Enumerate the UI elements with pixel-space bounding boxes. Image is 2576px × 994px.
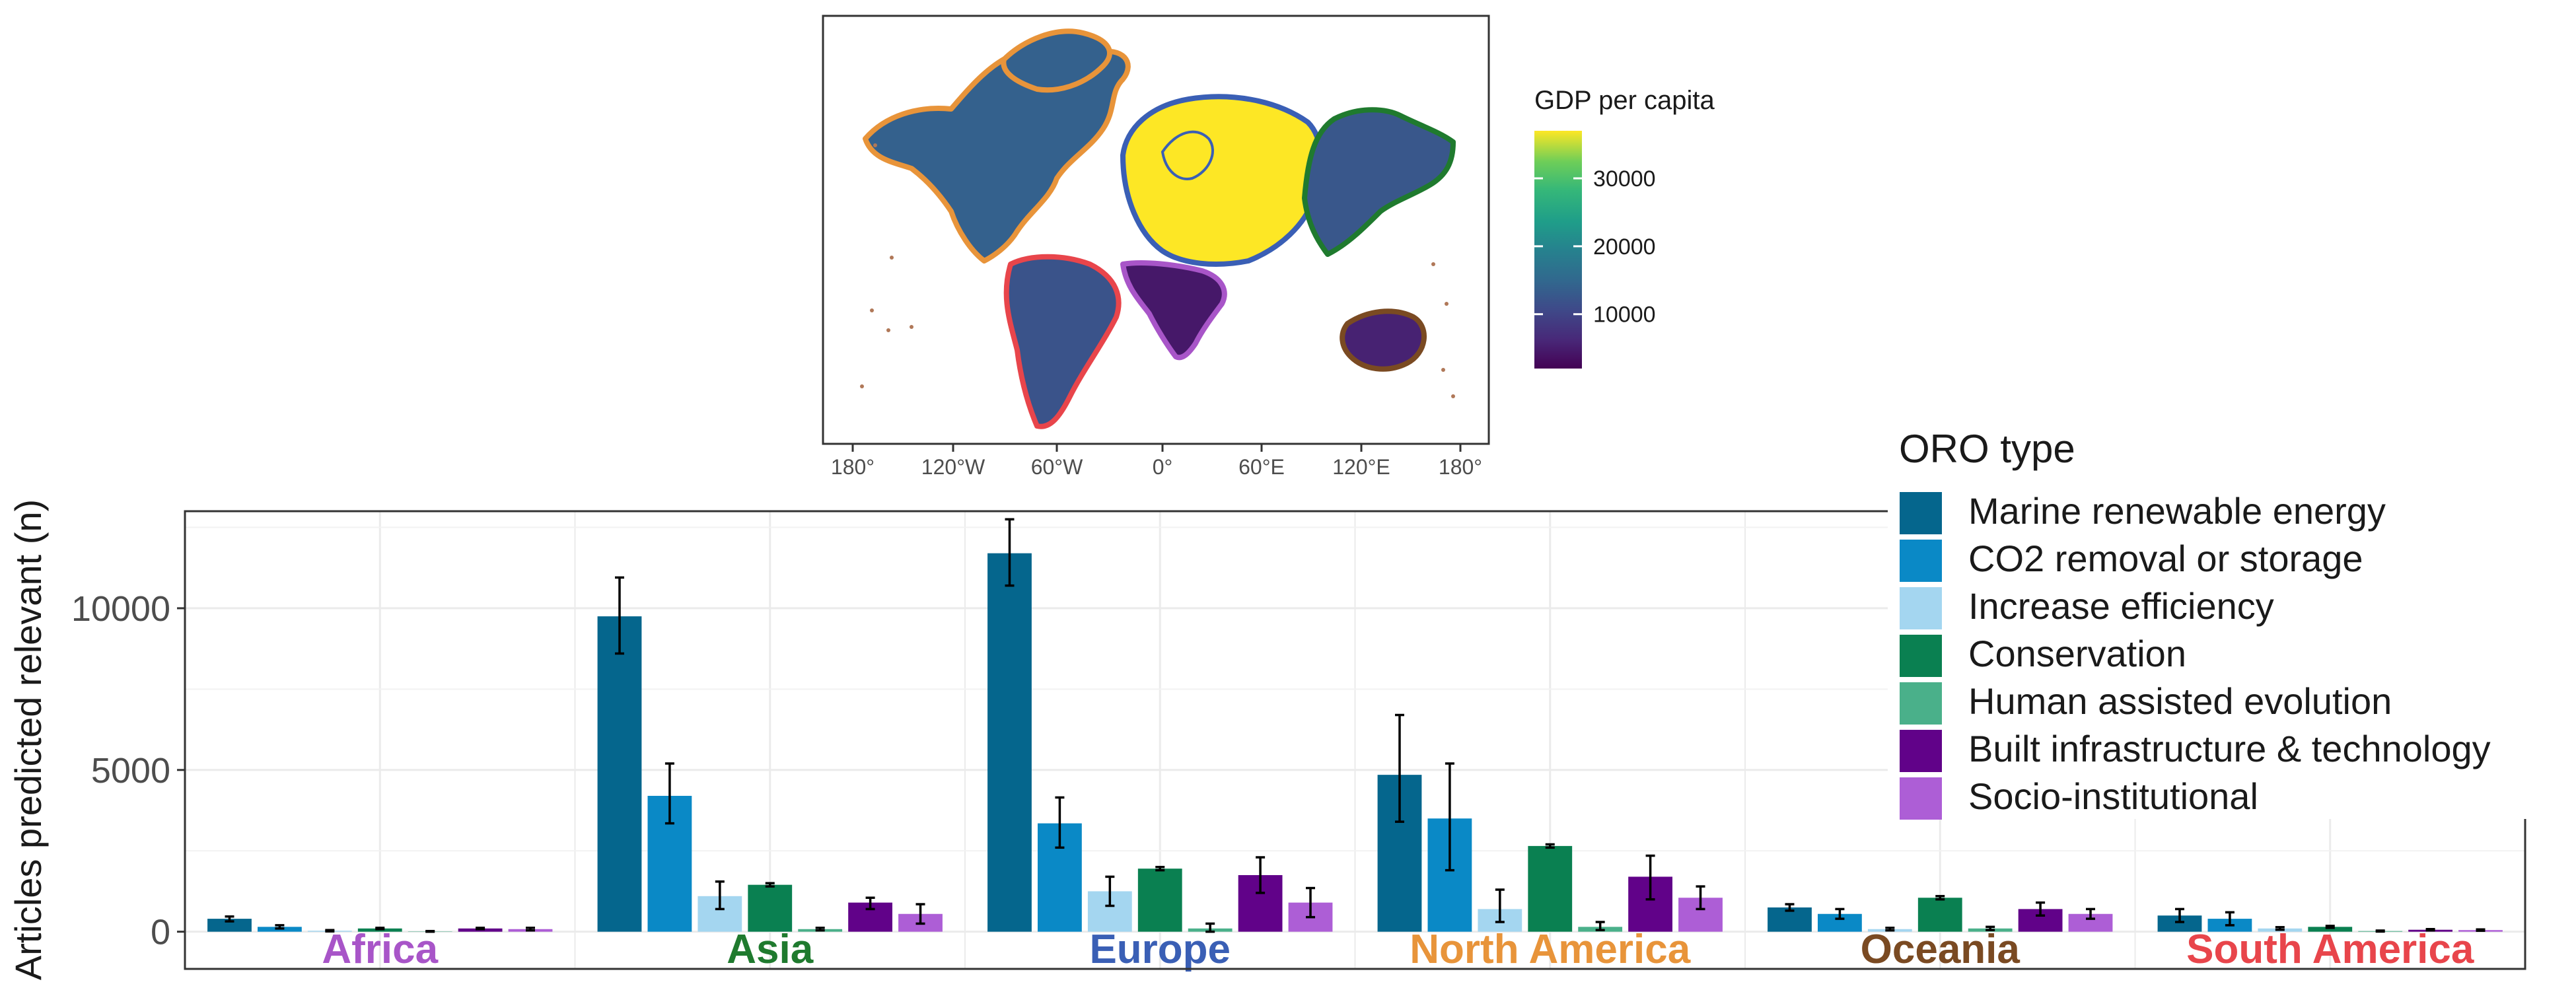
colorbar-tick-label: 30000 xyxy=(1593,166,1656,192)
legend-label: Socio-institutional xyxy=(1968,775,2258,817)
colorbar-tick-label: 10000 xyxy=(1593,302,1656,328)
legend-label: Built infrastructure & technology xyxy=(1968,728,2491,769)
legend-label: Human assisted evolution xyxy=(1968,680,2392,722)
y-axis-label: Articles predicted relevant (n) xyxy=(7,499,49,980)
legend-swatch xyxy=(1900,730,1942,772)
category-label: Asia xyxy=(727,927,813,972)
map-x-axis: 180° 120°W 60°W 0° 60°E 120°E 180° xyxy=(831,444,1482,479)
legend-swatch xyxy=(1900,682,1942,725)
oro-type-legend: ORO type Marine renewable energy CO2 remo… xyxy=(1888,423,2535,820)
map-x-tick-label: 180° xyxy=(1439,455,1482,479)
map-x-tick-label: 120°E xyxy=(1332,455,1390,479)
map-x-tick-label: 60°W xyxy=(1031,455,1083,479)
map-x-tick-label: 0° xyxy=(1153,455,1173,479)
legend-swatch xyxy=(1900,492,1942,534)
map-x-tick-label: 60°E xyxy=(1238,455,1285,479)
legend-label: CO2 removal or storage xyxy=(1968,538,2363,579)
bar xyxy=(1528,846,1572,932)
gdp-legend-title: GDP per capita xyxy=(1534,86,1715,115)
category-label: Africa xyxy=(322,927,438,972)
world-map: 180° 120°W 60°W 0° 60°E 120°E 180° GDP p… xyxy=(823,16,1715,479)
bar-chart: Africa Asia Europe North America Oceania Sout… xyxy=(7,423,2535,980)
bar xyxy=(598,616,642,932)
bar xyxy=(1138,869,1182,932)
legend-label: Marine renewable energy xyxy=(1968,490,2386,532)
category-label: North America xyxy=(1410,927,1690,972)
category-label: South America xyxy=(2186,927,2474,972)
gdp-legend: GDP per capita 30000 20000 10000 xyxy=(1534,86,1715,369)
y-tick-label: 5000 xyxy=(91,751,170,791)
gdp-colorbar xyxy=(1534,131,1582,369)
legend-swatch xyxy=(1900,587,1942,629)
y-tick-label: 10000 xyxy=(71,589,170,629)
legend-swatch xyxy=(1900,635,1942,677)
legend-swatch xyxy=(1900,777,1942,820)
legend-label: Increase efficiency xyxy=(1968,585,2274,627)
category-label: Oceania xyxy=(1861,927,2021,972)
bar xyxy=(748,885,792,932)
legend-title: ORO type xyxy=(1899,427,2075,471)
map-x-tick-label: 120°W xyxy=(921,455,985,479)
colorbar-tick-label: 20000 xyxy=(1593,234,1656,260)
y-tick-label: 0 xyxy=(151,913,170,952)
category-label: Europe xyxy=(1089,927,1231,972)
legend-swatch xyxy=(1900,540,1942,582)
legend-label: Conservation xyxy=(1968,633,2186,674)
map-x-tick-label: 180° xyxy=(831,455,875,479)
bar xyxy=(987,553,1032,932)
map-region-oceania xyxy=(1342,311,1424,369)
